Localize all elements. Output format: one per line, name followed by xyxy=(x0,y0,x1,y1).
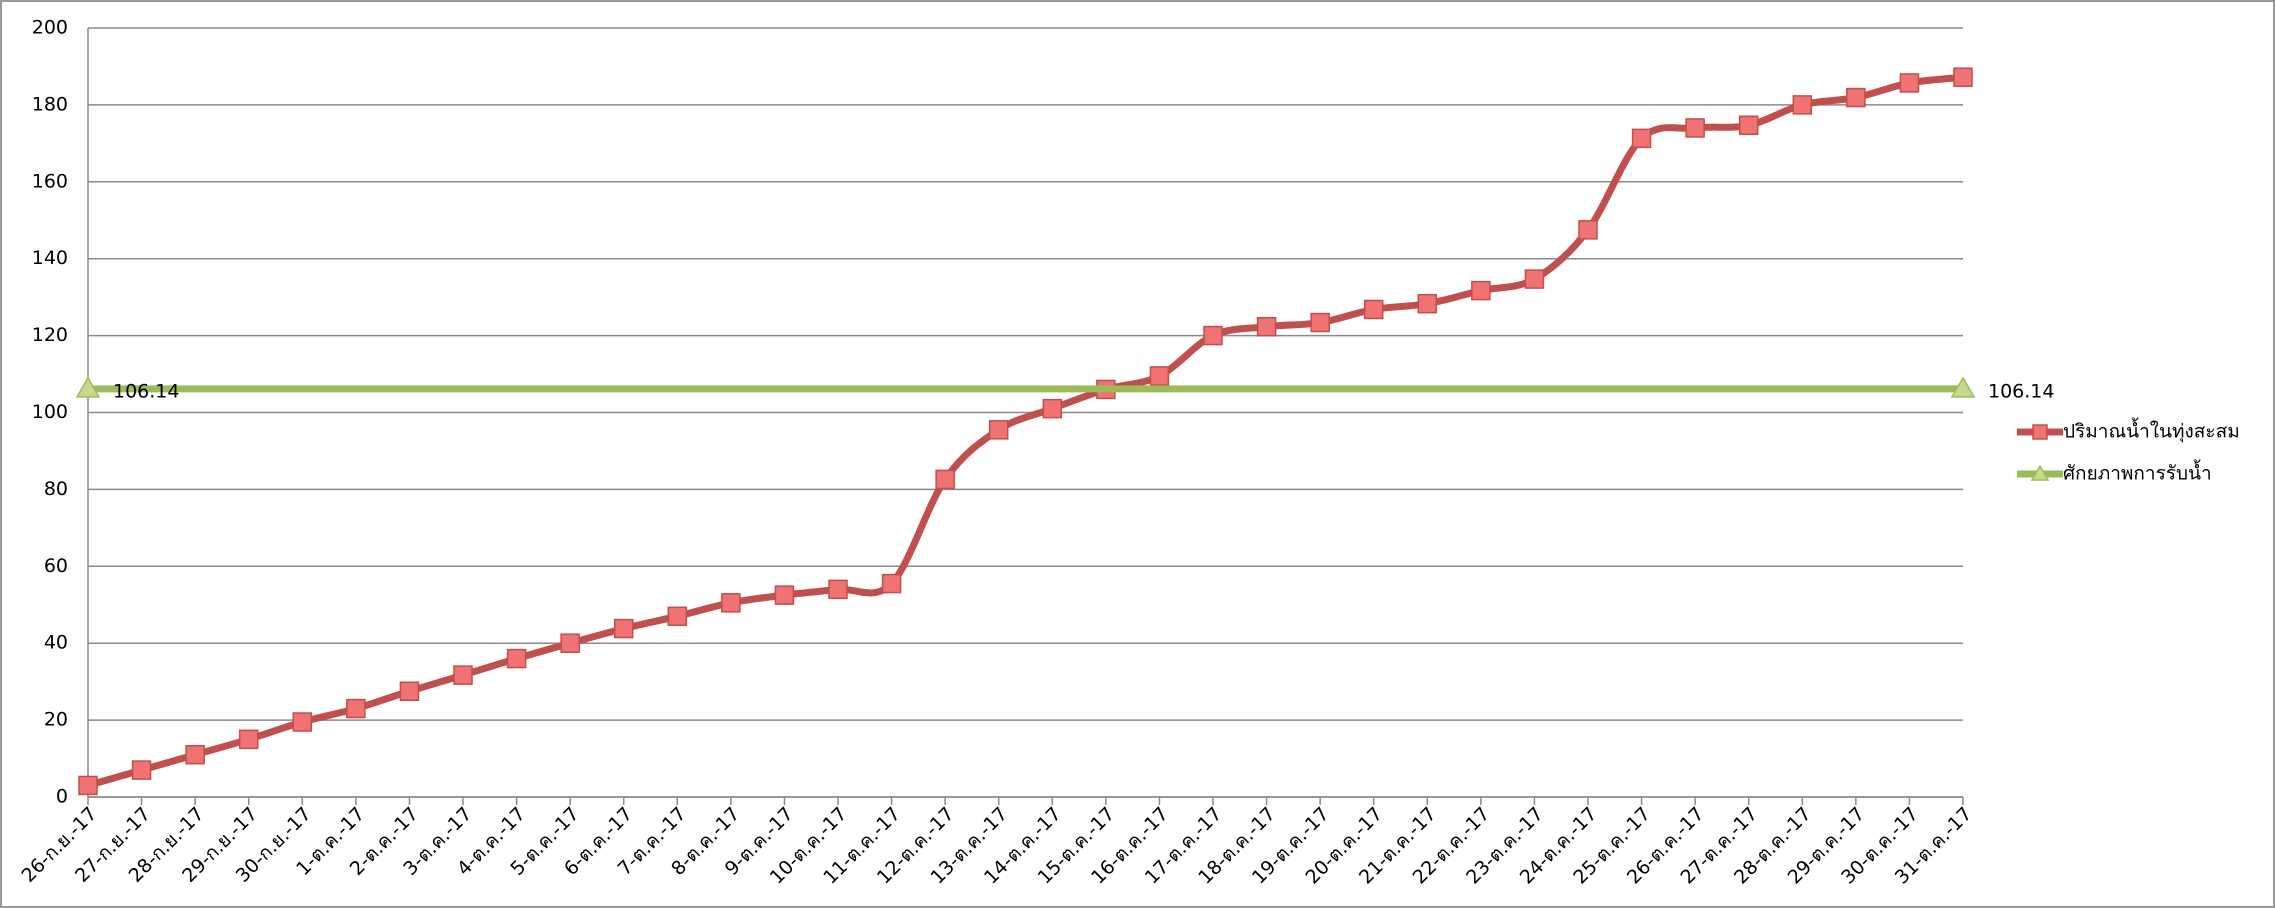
legend-marker xyxy=(2032,424,2048,440)
data-point xyxy=(1685,118,1705,138)
legend-label: ศักยภาพการรับน้ำ xyxy=(2063,460,2212,485)
y-tick-label: 140 xyxy=(32,247,68,269)
data-point xyxy=(988,420,1009,440)
data-point xyxy=(78,775,98,796)
data-point xyxy=(131,760,152,780)
y-tick-label: 180 xyxy=(32,93,68,115)
data-label: 106.14 xyxy=(113,380,179,402)
data-point xyxy=(828,579,848,600)
data-point xyxy=(506,648,527,669)
data-point xyxy=(1950,376,1976,398)
data-point xyxy=(1256,317,1277,337)
data-point xyxy=(1363,299,1384,320)
data-point xyxy=(1953,67,1973,87)
y-tick-label: 60 xyxy=(44,555,68,577)
data-point xyxy=(1899,73,1920,93)
data-point xyxy=(667,606,688,627)
data-point xyxy=(75,376,101,398)
data-point xyxy=(292,712,313,732)
data-point xyxy=(1524,269,1545,289)
y-tick-label: 200 xyxy=(32,17,68,39)
data-point xyxy=(1417,293,1438,314)
data-point xyxy=(935,469,955,490)
data-point xyxy=(1310,312,1330,333)
data-point xyxy=(1471,280,1491,301)
data-point xyxy=(881,573,902,594)
data-point xyxy=(346,698,366,719)
data-point xyxy=(1042,398,1063,419)
data-label: 106.14 xyxy=(1988,380,2054,402)
data-point xyxy=(238,729,259,750)
data-point xyxy=(1203,325,1223,346)
y-tick-label: 40 xyxy=(44,632,68,654)
y-tick-label: 80 xyxy=(44,478,68,500)
data-point xyxy=(1846,87,1866,108)
legend-marker xyxy=(2030,464,2050,481)
data-point xyxy=(560,633,580,653)
data-point xyxy=(1578,220,1598,240)
y-tick-label: 120 xyxy=(32,324,68,346)
data-point xyxy=(399,681,420,702)
data-point xyxy=(453,665,473,685)
data-point xyxy=(1149,366,1170,386)
data-point xyxy=(1738,115,1759,136)
data-point xyxy=(774,585,795,605)
data-point xyxy=(1792,95,1813,115)
y-tick-label: 20 xyxy=(44,709,68,731)
data-point xyxy=(721,593,741,613)
data-point xyxy=(1631,128,1652,149)
y-tick-label: 100 xyxy=(32,401,68,423)
data-point xyxy=(613,618,634,639)
legend-label: ปริมาณน้ำในทุ่งสะสม xyxy=(2063,418,2240,444)
y-tick-label: 160 xyxy=(32,170,68,192)
data-point xyxy=(185,744,205,765)
y-tick-label: 0 xyxy=(56,786,68,808)
